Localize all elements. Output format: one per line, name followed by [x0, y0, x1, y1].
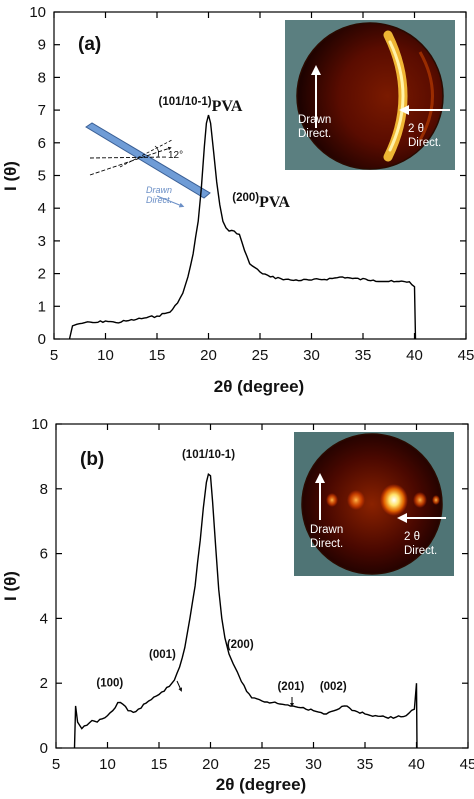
y-tick-label: 10: [31, 416, 48, 433]
x-tick-label: 15: [151, 756, 168, 773]
x-tick-label: 30: [305, 756, 322, 773]
x-axis-title-b: 2θ (degree): [216, 775, 306, 794]
inset-diffraction-a: Drawn Direct. 2 θ Direct.: [285, 20, 455, 170]
x-tick-label: 10: [99, 756, 116, 773]
diffraction-spot-left2-b: [326, 493, 338, 507]
inset-2theta-label-b-2: Direct.: [404, 545, 437, 557]
y-tick-label: 8: [38, 69, 46, 86]
x-tick-label: 25: [252, 347, 269, 364]
peak-pointer-001: [176, 680, 183, 692]
x-tick-label: 45: [460, 756, 474, 773]
schematic-label-line1: Drawn: [146, 185, 172, 195]
y-tick-label: 8: [40, 481, 48, 498]
schematic-label-line2: Direct.: [146, 195, 172, 205]
panel-label-b: (b): [80, 449, 104, 470]
peak-label-subscript: PVA: [259, 194, 290, 211]
y-tick-label: 0: [38, 331, 46, 348]
fiber-bar: [85, 122, 211, 199]
inset-drawn-label-a-2: Direct.: [298, 128, 331, 140]
inset-2theta-label-a-2: Direct.: [408, 137, 441, 149]
angle-label: 12°: [168, 150, 183, 161]
x-tick-label: 35: [355, 347, 372, 364]
angle-arc: [154, 145, 159, 158]
x-tick-label: 45: [458, 347, 474, 364]
inset-drawn-label-b-2: Direct.: [310, 538, 343, 550]
y-tick-label: 2: [40, 675, 48, 692]
peak-label: (200)PVA: [232, 192, 290, 211]
y-tick-label: 4: [38, 200, 46, 217]
drawn-direction-arrow-schematic: [156, 195, 185, 208]
inset-2theta-label-b-1: 2 θ: [404, 531, 420, 543]
y-axis-title-a: I (θ): [1, 161, 20, 191]
inset-drawn-label-b-1: Drawn: [310, 524, 343, 536]
peak-label: (200): [227, 639, 254, 651]
x-ticks-b: 5 10 15 20 25 30 35 40 45: [52, 424, 474, 773]
peak-label-subscript: PVA: [212, 98, 243, 115]
x-tick-label: 5: [50, 347, 58, 364]
peak-label: (002): [320, 681, 347, 693]
inset-disc-a: [296, 22, 444, 170]
peak-annotations-b: (101/10-1) (200) (001) (100) (201) (002): [96, 449, 347, 707]
y-tick-label: 0: [40, 740, 48, 757]
y-tick-label: 2: [38, 266, 46, 283]
fiber-axis-line: [89, 156, 169, 159]
y-tick-label: 3: [38, 233, 46, 250]
diffraction-spot-center-b: [380, 484, 408, 516]
diffraction-arc-core-a: [388, 40, 405, 152]
y-axis-title-b: I (θ): [1, 571, 20, 601]
peak-label: (001): [149, 649, 176, 661]
y-ticks-a: 0 1 2 3 4 5 6 7 8 9 10: [29, 4, 466, 348]
peak-label: (201): [277, 681, 304, 693]
inset-drawn-label-a-1: Drawn: [298, 114, 331, 126]
x-tick-label: 25: [254, 756, 271, 773]
data-line-b: [73, 472, 418, 749]
x-tick-label: 10: [97, 347, 114, 364]
panel-label-a: (a): [78, 34, 101, 55]
diffraction-spot-right2-b: [432, 495, 440, 505]
x-tick-label: 30: [303, 347, 320, 364]
y-tick-label: 6: [40, 546, 48, 563]
x-tick-label: 5: [52, 756, 60, 773]
fiber-schematic: 12° Drawn Direct.: [85, 122, 211, 208]
y-tick-label: 4: [40, 610, 48, 627]
peak-label: (101/10-1): [182, 449, 235, 461]
y-ticks-b: 0 2 4 6 8 10: [31, 416, 468, 757]
outer-ring-a: [418, 51, 434, 141]
peak-label: (101/10-1)PVA: [159, 96, 243, 115]
y-tick-label: 1: [38, 298, 46, 315]
data-line-a: [68, 114, 417, 340]
y-tick-label: 5: [38, 168, 46, 185]
diffraction-spot-right-b: [413, 492, 427, 508]
y-tick-label: 7: [38, 102, 46, 119]
diffraction-spot-left-b: [347, 490, 365, 510]
x-tick-label: 40: [406, 347, 423, 364]
x-tick-label: 15: [149, 347, 166, 364]
inset-2theta-label-a-1: 2 θ: [408, 123, 424, 135]
x-axis-title-a: 2θ (degree): [214, 377, 304, 396]
y-tick-label: 10: [29, 4, 46, 21]
x-tick-label: 20: [202, 756, 219, 773]
y-tick-label: 6: [38, 135, 46, 152]
x-ticks-a: 5 10 15 20 25 30 35 40 45: [50, 12, 474, 364]
inset-diffraction-b: Drawn Direct. 2 θ Direct.: [294, 432, 454, 576]
inset-disc-b: [301, 433, 443, 575]
panel-b: 5 10 15 20 25 30 35 40 45 0 2 4 6 8 10 (b) 2θ (degree…: [1, 416, 474, 794]
y-tick-label: 9: [38, 37, 46, 54]
peak-label: (100): [96, 678, 123, 690]
x-tick-label: 35: [357, 756, 374, 773]
x-tick-label: 20: [200, 347, 217, 364]
x-tick-label: 40: [408, 756, 425, 773]
